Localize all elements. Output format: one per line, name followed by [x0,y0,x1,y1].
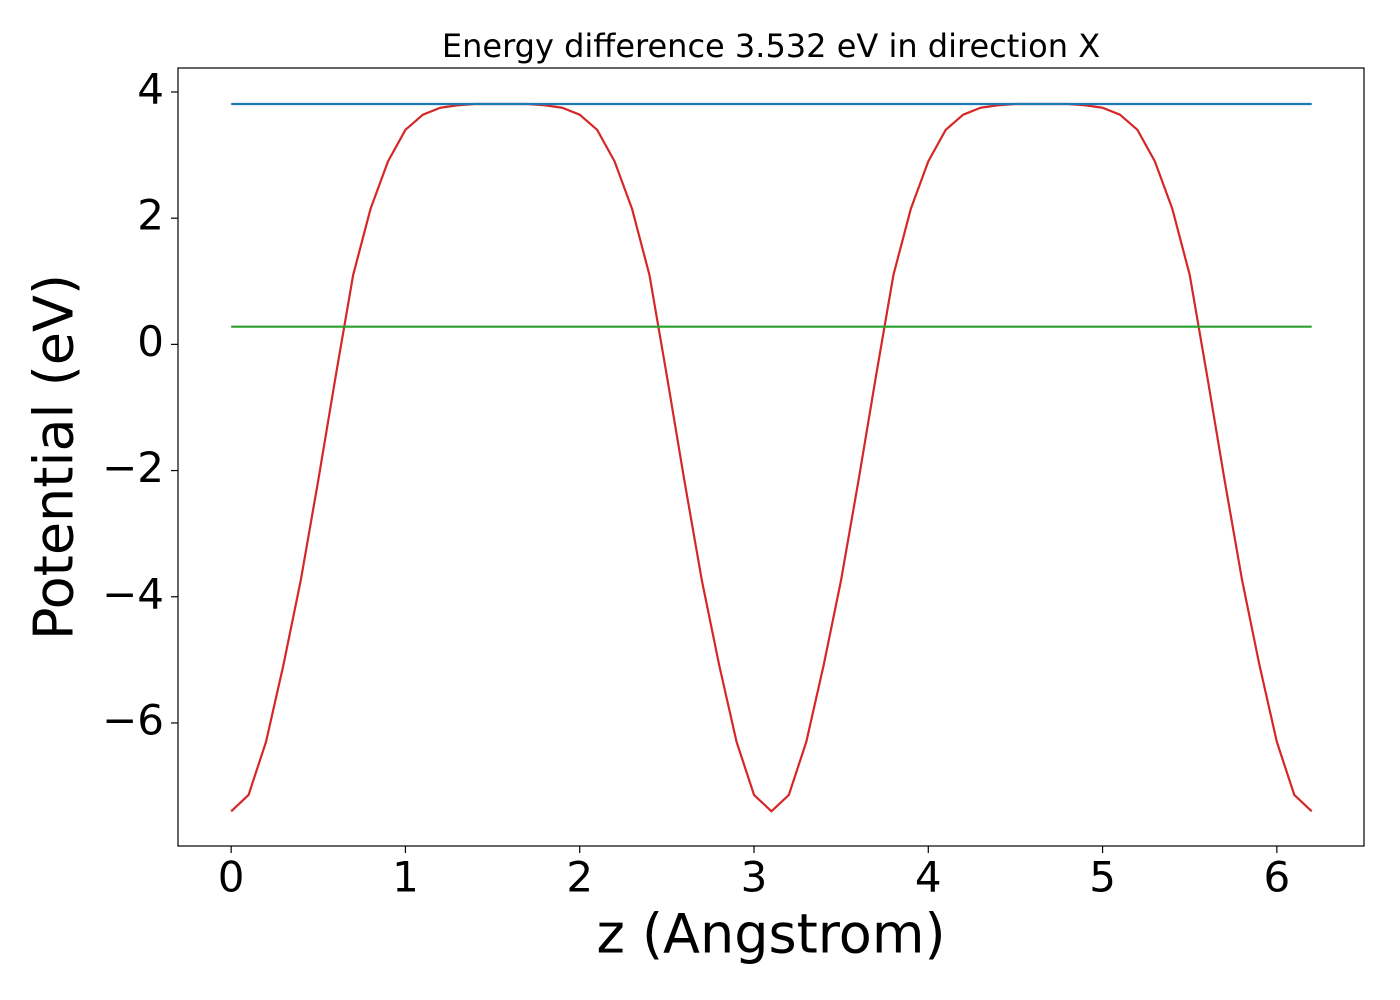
y-tick-label: −2 [102,443,164,492]
y-axis-label: Potential (eV) [23,274,86,640]
y-tick-label: 0 [137,317,164,366]
x-axis-label: z (Angstrom) [596,903,945,966]
x-tick-label: 1 [392,853,419,902]
y-tick-label: −4 [102,569,164,618]
x-tick-label: 5 [1089,853,1116,902]
y-tick-label: 4 [137,64,164,113]
x-tick-label: 6 [1263,853,1290,902]
x-tick-label: 2 [566,853,593,902]
x-tick-label: 4 [915,853,942,902]
series-line [230,102,1313,813]
x-tick-label: 3 [741,853,768,902]
chart-title: Energy difference 3.532 eV in direction … [442,27,1100,65]
y-tick-label: 2 [137,191,164,240]
plot-frame [177,67,1365,847]
x-tick-label: 0 [218,853,245,902]
y-tick-label: −6 [102,695,164,744]
